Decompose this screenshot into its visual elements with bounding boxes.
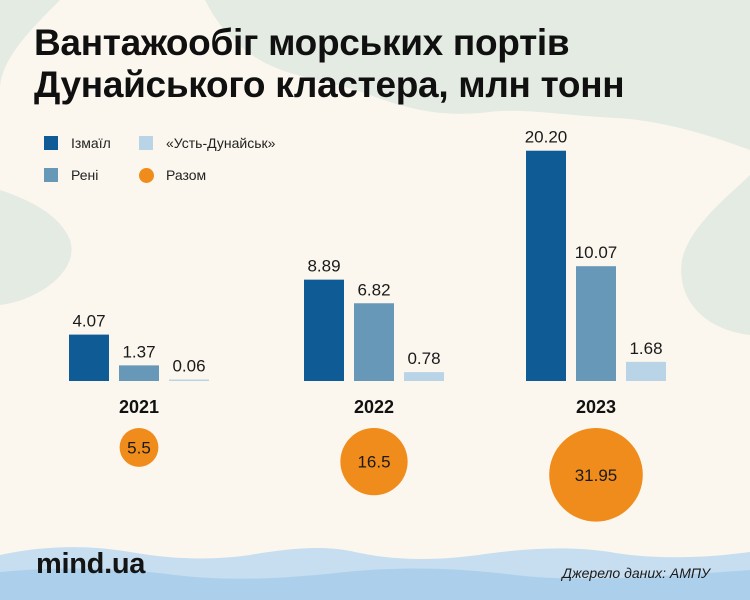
legend-label-reni: Рені [71, 167, 99, 183]
legend-item-reni: Рені [44, 167, 98, 183]
bar-label-2022-series-2: 0.78 [407, 349, 440, 368]
brand-logo[interactable]: mind.ua [36, 548, 146, 580]
bar-label-2021-series-0: 4.07 [72, 312, 105, 331]
bar-label-2022-series-1: 6.82 [357, 280, 390, 299]
total-circle-2021 [119, 428, 159, 467]
bar-2021-series-1 [119, 365, 159, 381]
total-circle-2022 [340, 428, 408, 496]
bar-label-2023-series-0: 20.20 [525, 128, 568, 147]
bar-label-2021-series-2: 0.06 [172, 357, 205, 376]
total-label-2022: 16.5 [357, 453, 390, 472]
bar-2021-series-2 [169, 379, 209, 381]
legend-swatch-izmail [44, 136, 58, 150]
bar-2022-series-1 [354, 303, 394, 381]
legend-item-ust-dunaisk: «Усть-Дунайськ» [139, 135, 275, 151]
chart-title: Вантажообіг морських портів Дунайського … [34, 22, 625, 106]
total-label-2023: 31.95 [575, 466, 618, 485]
year-label-2023: 2023 [576, 397, 616, 417]
bar-2022-series-2 [404, 372, 444, 381]
legend-item-izmail: Ізмаїл [44, 135, 111, 151]
legend-label-ust-dunaisk: «Усть-Дунайськ» [166, 135, 276, 151]
legend-label-total: Разом [166, 167, 207, 183]
bar-2022-series-0 [304, 279, 344, 381]
source-note: Джерело даних: АМПУ [562, 565, 710, 581]
legend-label-izmail: Ізмаїл [71, 135, 111, 151]
legend-swatch-ust-dunaisk [139, 136, 153, 150]
bar-label-2022-series-0: 8.89 [307, 257, 340, 276]
bar-label-2023-series-1: 10.07 [575, 243, 618, 262]
year-label-2021: 2021 [119, 397, 159, 417]
bar-label-2023-series-2: 1.68 [629, 339, 662, 358]
year-label-2022: 2022 [354, 397, 394, 417]
bar-2023-series-1 [576, 266, 616, 381]
total-label-2021: 5.5 [127, 438, 151, 457]
title-line-1: Вантажообіг морських портів [34, 22, 570, 63]
legend-item-total: Разом [139, 167, 206, 183]
bar-label-2021-series-1: 1.37 [122, 342, 155, 361]
legend-dot-total [139, 167, 154, 183]
total-circle-2023 [549, 428, 643, 522]
bar-2023-series-2 [626, 361, 666, 381]
title-line-2: Дунайського кластера, млн тонн [34, 64, 625, 105]
legend-swatch-reni [44, 168, 58, 182]
bar-2023-series-0 [526, 150, 566, 381]
bar-2021-series-0 [69, 334, 109, 381]
